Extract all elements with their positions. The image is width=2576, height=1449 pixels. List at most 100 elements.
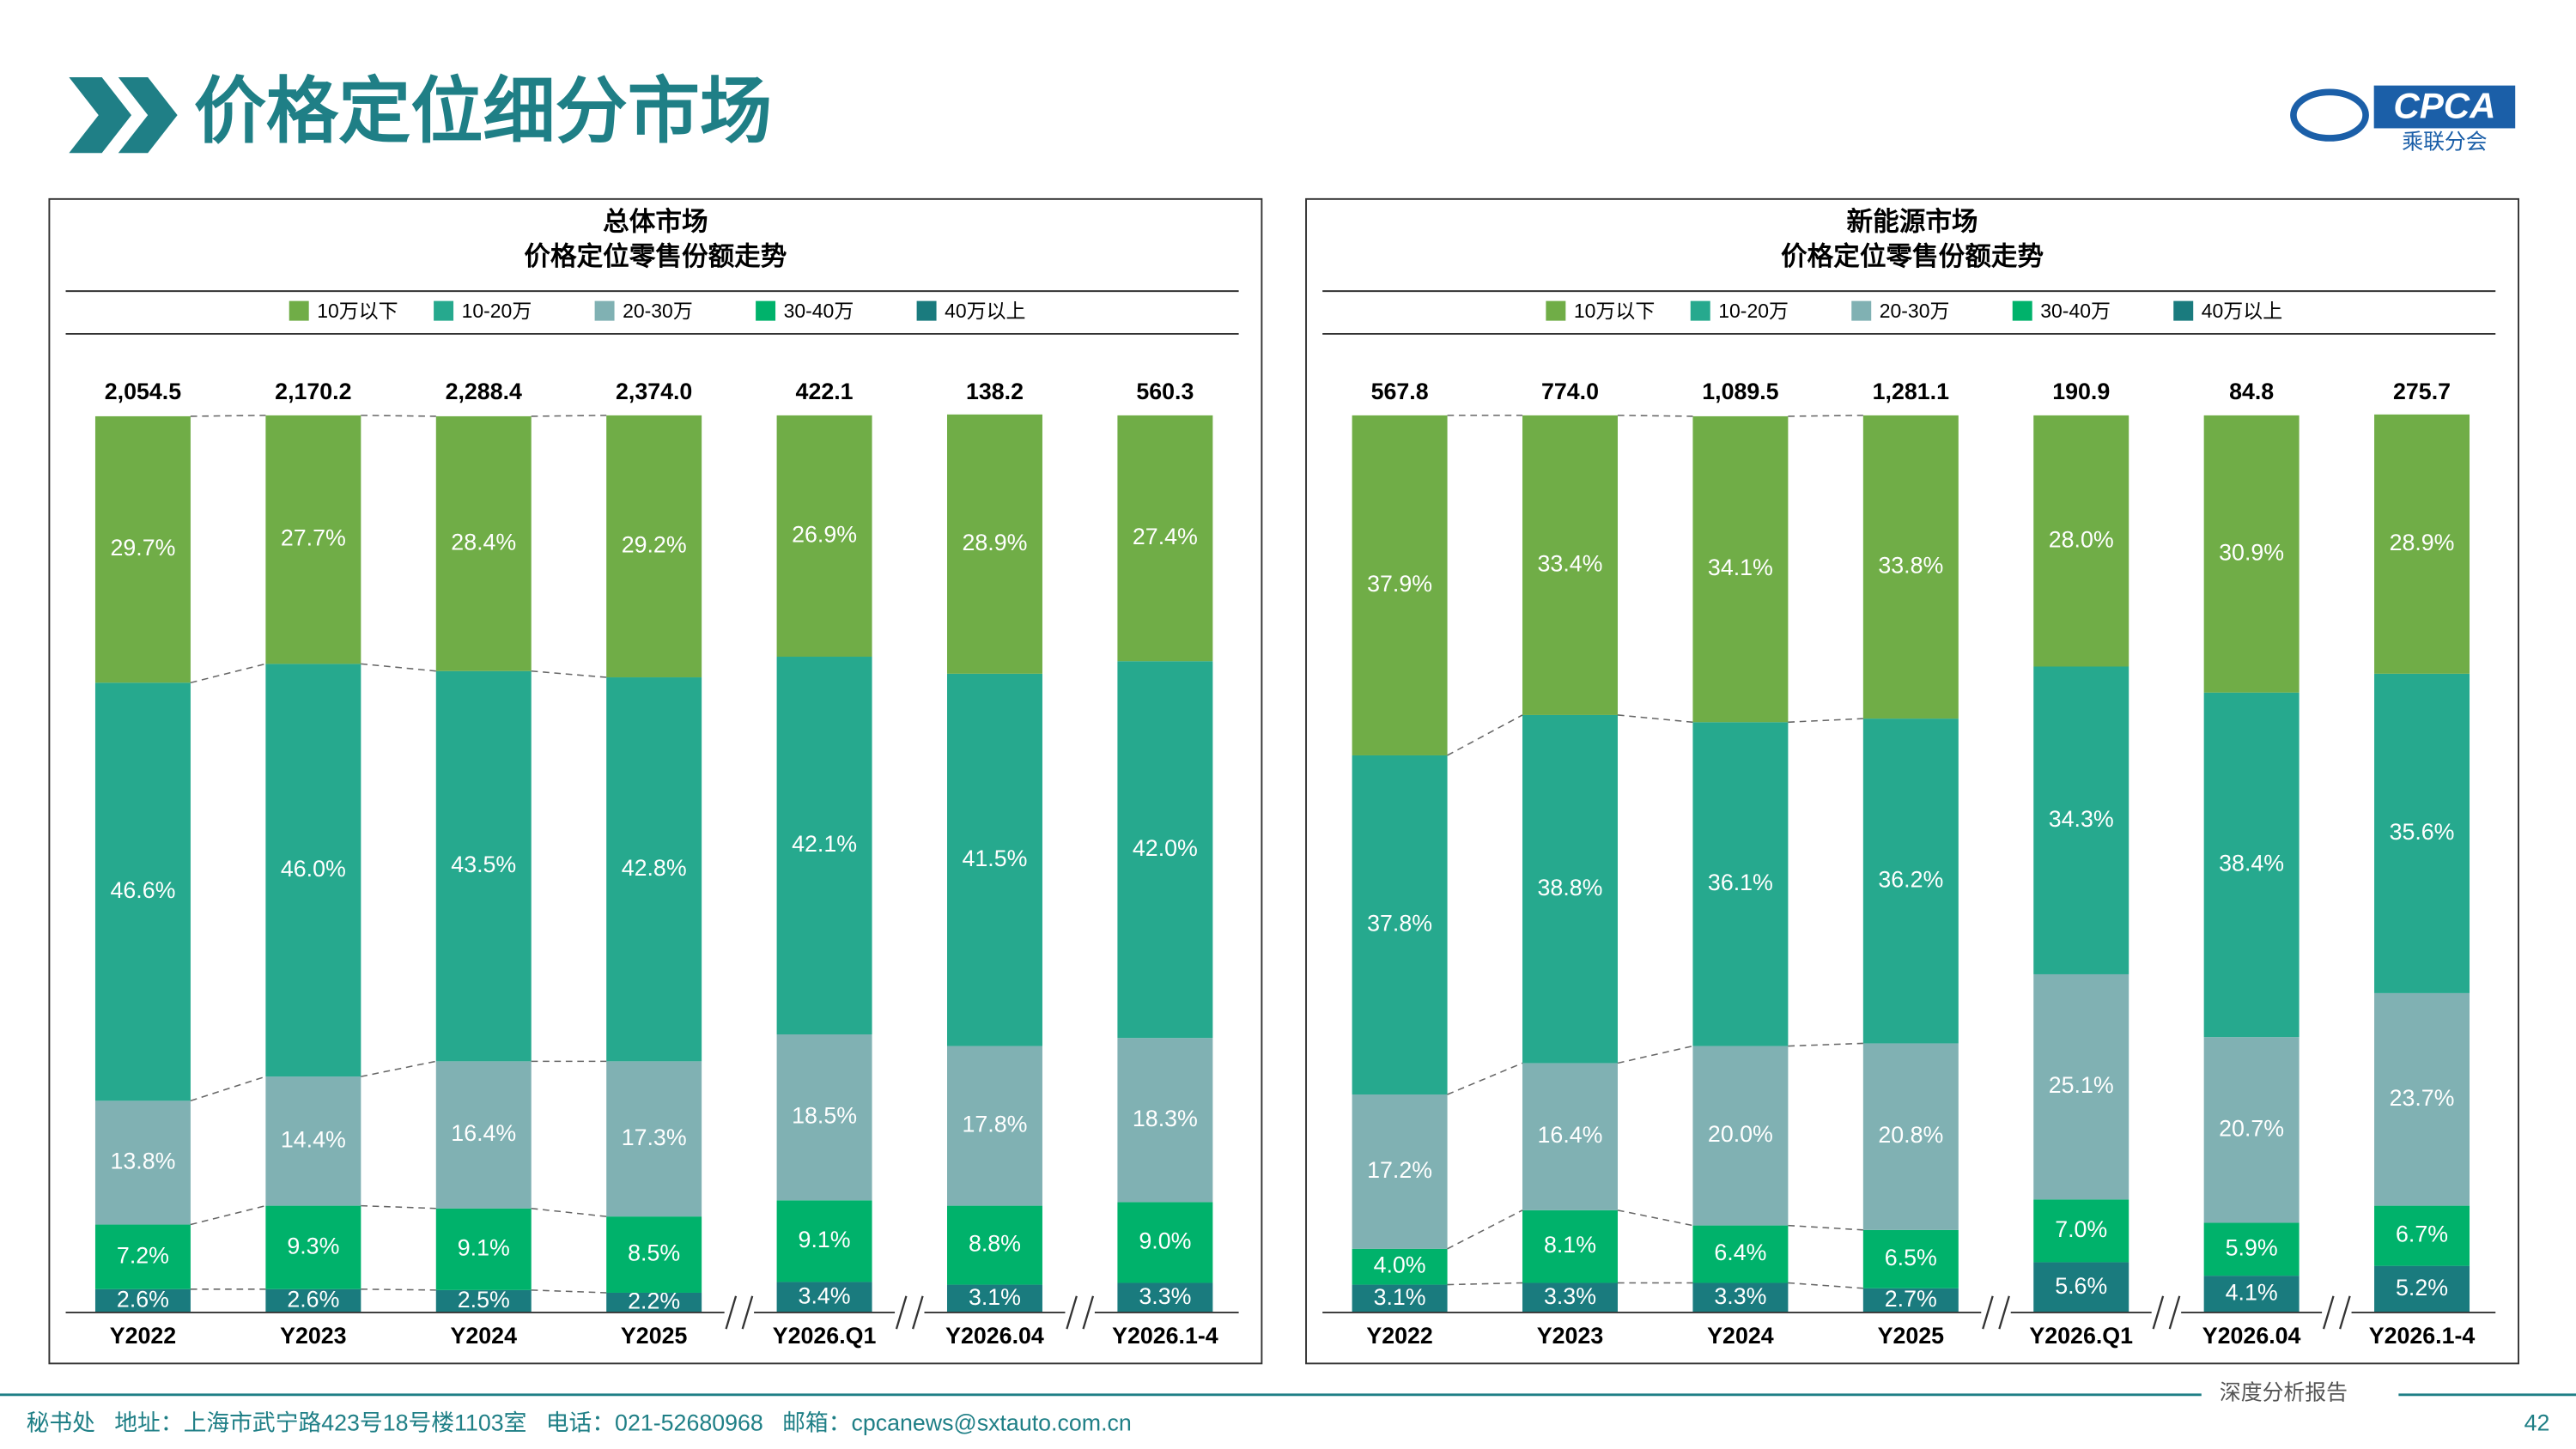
bar-segment <box>946 1046 1042 1206</box>
data-label: 46.6% <box>110 877 175 903</box>
break-mark <box>2152 1295 2165 1330</box>
connector <box>1447 1210 1523 1250</box>
data-label: 3.3% <box>1139 1283 1191 1309</box>
bar-segment <box>606 1292 702 1313</box>
data-label: 9.0% <box>1139 1228 1191 1254</box>
legend-label: 10-20万 <box>1718 300 1789 322</box>
break-gap <box>1981 1295 2011 1330</box>
legend-swatch <box>594 300 615 321</box>
data-label: 16.4% <box>1538 1122 1603 1148</box>
bar-segment <box>2374 414 2470 674</box>
bar-segment <box>2203 1222 2300 1276</box>
break-mark <box>895 1295 908 1330</box>
data-label: 8.1% <box>1544 1232 1596 1258</box>
bar-segment <box>265 1205 361 1289</box>
connector <box>1788 1042 1863 1047</box>
total-label: 422.1 <box>796 379 854 404</box>
x-tick-label: Y2026.1-4 <box>1112 1323 1218 1349</box>
bar-segment <box>1692 1046 1789 1226</box>
page-number: 42 <box>2524 1410 2550 1435</box>
data-label: 20.0% <box>1708 1121 1773 1147</box>
connector <box>531 1289 607 1294</box>
x-tick-label: Y2023 <box>280 1323 346 1349</box>
data-label: 20.7% <box>2219 1115 2284 1141</box>
legend-label: 20-30万 <box>1880 300 1950 322</box>
data-label: 2.7% <box>1885 1286 1937 1312</box>
data-label: 33.4% <box>1538 550 1603 576</box>
bar-segment <box>435 415 532 671</box>
data-label: 29.2% <box>622 532 687 558</box>
data-label: 23.7% <box>2390 1085 2455 1111</box>
data-label: 3.4% <box>799 1282 851 1308</box>
total-label: 84.8 <box>2229 379 2274 404</box>
data-label: 28.4% <box>451 529 516 555</box>
data-label: 18.5% <box>792 1103 857 1129</box>
bar-segment <box>1352 1248 1448 1285</box>
x-tick-label: Y2024 <box>1707 1323 1774 1349</box>
data-label: 34.1% <box>1708 555 1773 580</box>
data-label: 5.9% <box>2226 1234 2278 1260</box>
data-label: 3.1% <box>1374 1284 1426 1310</box>
data-label: 25.1% <box>2049 1072 2114 1098</box>
data-label: 41.5% <box>963 846 1028 871</box>
break-mark <box>725 1295 738 1330</box>
x-tick-label: Y2026.1-4 <box>2369 1323 2476 1349</box>
break-mark <box>1066 1295 1078 1330</box>
x-tick-label: Y2023 <box>1537 1323 1603 1349</box>
bar-segment <box>2374 1265 2470 1313</box>
connector <box>361 663 436 672</box>
bar-segment <box>1352 1284 1448 1313</box>
data-label: 43.5% <box>451 852 516 877</box>
bar-segment <box>1862 1229 1959 1288</box>
bar-segment <box>1117 415 1213 662</box>
connector <box>531 1207 607 1217</box>
total-label: 1,089.5 <box>1702 379 1778 404</box>
connector <box>1617 714 1693 724</box>
connector <box>1617 1210 1693 1227</box>
data-label: 20.8% <box>1878 1122 1943 1148</box>
data-label: 3.1% <box>969 1284 1021 1310</box>
bar-segment <box>435 1061 532 1209</box>
bar-segment <box>94 1224 191 1289</box>
chart-title: 总体市场 <box>603 207 708 237</box>
bar-segment <box>1117 1202 1213 1283</box>
bar-segment <box>94 1100 191 1225</box>
bar-segment <box>2033 973 2129 1200</box>
data-label: 28.9% <box>963 530 1028 555</box>
data-label: 37.9% <box>1367 571 1432 597</box>
total-label: 275.7 <box>2393 379 2451 404</box>
bar-segment <box>2203 415 2300 693</box>
connector <box>1788 1224 1863 1231</box>
footer-address: 秘书处 地址：上海市武宁路423号18号楼1103室 电话：021-526809… <box>27 1410 1132 1435</box>
data-label: 9.3% <box>287 1233 339 1258</box>
connector <box>531 670 607 678</box>
data-label: 9.1% <box>799 1227 851 1252</box>
data-label: 33.8% <box>1878 553 1943 579</box>
x-tick-label: Y2024 <box>451 1323 518 1349</box>
data-label: 3.3% <box>1544 1283 1596 1309</box>
x-tick-label: Y2022 <box>1366 1323 1432 1349</box>
data-label: 36.1% <box>1708 870 1773 895</box>
break-mark <box>1982 1295 1994 1330</box>
bar-segment <box>265 664 361 1077</box>
legend-label: 20-30万 <box>623 300 693 322</box>
bar-segment <box>2033 1199 2129 1263</box>
bar-segment <box>946 414 1042 674</box>
data-label: 26.9% <box>792 522 857 548</box>
bar-segment <box>946 1284 1042 1313</box>
legend-swatch <box>434 300 454 321</box>
legend-label: 40万以上 <box>2202 300 2282 322</box>
connector <box>361 1060 436 1077</box>
bar-segment <box>435 1289 532 1313</box>
bar-segment <box>2374 1205 2470 1266</box>
legend-swatch <box>1690 300 1710 321</box>
connector <box>1617 415 1693 417</box>
page-title: 价格定位细分市场 <box>194 70 772 151</box>
legend-swatch <box>2012 300 2032 321</box>
bar-segment <box>776 1034 872 1201</box>
bar-segment <box>265 1288 361 1313</box>
bar-segment <box>2203 1276 2300 1313</box>
data-label: 6.7% <box>2396 1222 2448 1247</box>
